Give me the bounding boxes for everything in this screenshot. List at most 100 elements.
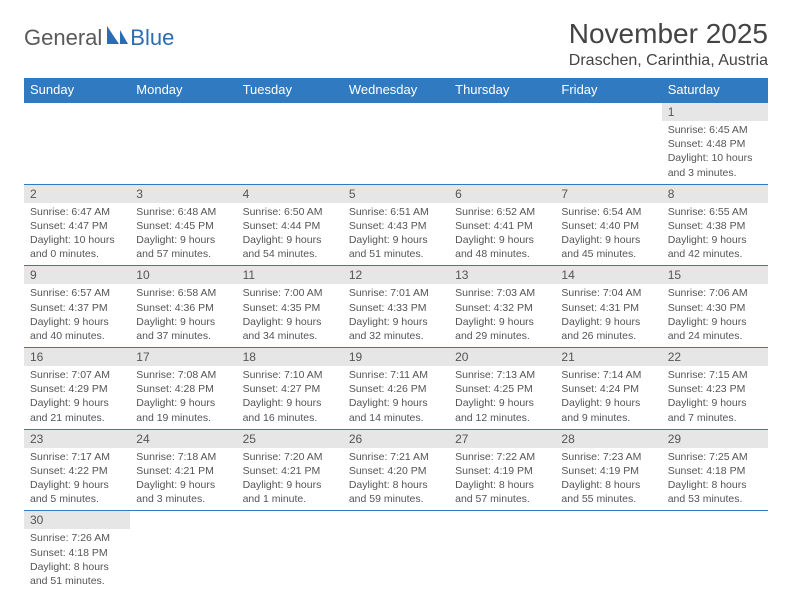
day-details: Sunrise: 7:25 AMSunset: 4:18 PMDaylight:… xyxy=(662,448,768,511)
day-details: Sunrise: 6:45 AMSunset: 4:48 PMDaylight:… xyxy=(662,121,768,184)
calendar-empty-cell xyxy=(24,102,130,184)
day-number: 13 xyxy=(449,266,555,284)
calendar-empty-cell xyxy=(237,511,343,592)
day-number: 28 xyxy=(555,430,661,448)
day-details: Sunrise: 7:08 AMSunset: 4:28 PMDaylight:… xyxy=(130,366,236,429)
calendar-day-cell: 22Sunrise: 7:15 AMSunset: 4:23 PMDayligh… xyxy=(662,348,768,430)
calendar-day-cell: 19Sunrise: 7:11 AMSunset: 4:26 PMDayligh… xyxy=(343,348,449,430)
calendar-day-cell: 29Sunrise: 7:25 AMSunset: 4:18 PMDayligh… xyxy=(662,429,768,511)
day-number: 20 xyxy=(449,348,555,366)
weekday-header-row: SundayMondayTuesdayWednesdayThursdayFrid… xyxy=(24,78,768,102)
calendar-day-cell: 12Sunrise: 7:01 AMSunset: 4:33 PMDayligh… xyxy=(343,266,449,348)
day-number: 18 xyxy=(237,348,343,366)
day-number: 29 xyxy=(662,430,768,448)
day-number: 12 xyxy=(343,266,449,284)
day-number: 27 xyxy=(449,430,555,448)
location-subtitle: Draschen, Carinthia, Austria xyxy=(569,52,768,70)
calendar-day-cell: 17Sunrise: 7:08 AMSunset: 4:28 PMDayligh… xyxy=(130,348,236,430)
day-details: Sunrise: 6:48 AMSunset: 4:45 PMDaylight:… xyxy=(130,203,236,266)
day-details: Sunrise: 7:04 AMSunset: 4:31 PMDaylight:… xyxy=(555,284,661,347)
day-details: Sunrise: 7:07 AMSunset: 4:29 PMDaylight:… xyxy=(24,366,130,429)
calendar-week-row: 2Sunrise: 6:47 AMSunset: 4:47 PMDaylight… xyxy=(24,184,768,266)
day-details: Sunrise: 7:18 AMSunset: 4:21 PMDaylight:… xyxy=(130,448,236,511)
day-details: Sunrise: 7:10 AMSunset: 4:27 PMDaylight:… xyxy=(237,366,343,429)
day-details: Sunrise: 7:11 AMSunset: 4:26 PMDaylight:… xyxy=(343,366,449,429)
weekday-header: Sunday xyxy=(24,78,130,102)
day-details: Sunrise: 7:22 AMSunset: 4:19 PMDaylight:… xyxy=(449,448,555,511)
calendar-table: SundayMondayTuesdayWednesdayThursdayFrid… xyxy=(24,78,768,592)
day-details: Sunrise: 6:58 AMSunset: 4:36 PMDaylight:… xyxy=(130,284,236,347)
calendar-day-cell: 24Sunrise: 7:18 AMSunset: 4:21 PMDayligh… xyxy=(130,429,236,511)
title-block: November 2025 Draschen, Carinthia, Austr… xyxy=(569,18,768,70)
logo-text-blue: Blue xyxy=(130,25,174,51)
calendar-day-cell: 9Sunrise: 6:57 AMSunset: 4:37 PMDaylight… xyxy=(24,266,130,348)
calendar-week-row: 1Sunrise: 6:45 AMSunset: 4:48 PMDaylight… xyxy=(24,102,768,184)
day-details: Sunrise: 6:52 AMSunset: 4:41 PMDaylight:… xyxy=(449,203,555,266)
calendar-day-cell: 6Sunrise: 6:52 AMSunset: 4:41 PMDaylight… xyxy=(449,184,555,266)
calendar-day-cell: 5Sunrise: 6:51 AMSunset: 4:43 PMDaylight… xyxy=(343,184,449,266)
calendar-day-cell: 21Sunrise: 7:14 AMSunset: 4:24 PMDayligh… xyxy=(555,348,661,430)
calendar-day-cell: 2Sunrise: 6:47 AMSunset: 4:47 PMDaylight… xyxy=(24,184,130,266)
day-number: 5 xyxy=(343,185,449,203)
day-details: Sunrise: 6:50 AMSunset: 4:44 PMDaylight:… xyxy=(237,203,343,266)
day-number: 7 xyxy=(555,185,661,203)
day-number: 6 xyxy=(449,185,555,203)
calendar-empty-cell xyxy=(343,511,449,592)
day-number: 2 xyxy=(24,185,130,203)
day-number: 21 xyxy=(555,348,661,366)
weekday-header: Tuesday xyxy=(237,78,343,102)
calendar-empty-cell xyxy=(555,102,661,184)
day-details: Sunrise: 7:06 AMSunset: 4:30 PMDaylight:… xyxy=(662,284,768,347)
calendar-day-cell: 30Sunrise: 7:26 AMSunset: 4:18 PMDayligh… xyxy=(24,511,130,592)
day-number: 14 xyxy=(555,266,661,284)
day-details: Sunrise: 6:55 AMSunset: 4:38 PMDaylight:… xyxy=(662,203,768,266)
calendar-day-cell: 27Sunrise: 7:22 AMSunset: 4:19 PMDayligh… xyxy=(449,429,555,511)
calendar-empty-cell xyxy=(343,102,449,184)
logo: General Blue xyxy=(24,24,174,51)
day-number: 4 xyxy=(237,185,343,203)
day-number: 25 xyxy=(237,430,343,448)
day-number: 3 xyxy=(130,185,236,203)
calendar-empty-cell xyxy=(130,511,236,592)
day-number: 9 xyxy=(24,266,130,284)
calendar-day-cell: 15Sunrise: 7:06 AMSunset: 4:30 PMDayligh… xyxy=(662,266,768,348)
day-details: Sunrise: 7:23 AMSunset: 4:19 PMDaylight:… xyxy=(555,448,661,511)
calendar-week-row: 9Sunrise: 6:57 AMSunset: 4:37 PMDaylight… xyxy=(24,266,768,348)
day-details: Sunrise: 7:26 AMSunset: 4:18 PMDaylight:… xyxy=(24,529,130,592)
day-details: Sunrise: 6:57 AMSunset: 4:37 PMDaylight:… xyxy=(24,284,130,347)
calendar-week-row: 30Sunrise: 7:26 AMSunset: 4:18 PMDayligh… xyxy=(24,511,768,592)
day-details: Sunrise: 7:13 AMSunset: 4:25 PMDaylight:… xyxy=(449,366,555,429)
day-number: 17 xyxy=(130,348,236,366)
weekday-header: Saturday xyxy=(662,78,768,102)
day-number: 11 xyxy=(237,266,343,284)
day-number: 23 xyxy=(24,430,130,448)
day-number: 10 xyxy=(130,266,236,284)
calendar-empty-cell xyxy=(130,102,236,184)
calendar-empty-cell xyxy=(449,511,555,592)
month-title: November 2025 xyxy=(569,18,768,50)
calendar-body: 1Sunrise: 6:45 AMSunset: 4:48 PMDaylight… xyxy=(24,102,768,592)
day-details: Sunrise: 7:14 AMSunset: 4:24 PMDaylight:… xyxy=(555,366,661,429)
day-number: 30 xyxy=(24,511,130,529)
logo-sail-icon xyxy=(104,24,130,51)
day-number: 8 xyxy=(662,185,768,203)
calendar-day-cell: 4Sunrise: 6:50 AMSunset: 4:44 PMDaylight… xyxy=(237,184,343,266)
calendar-day-cell: 28Sunrise: 7:23 AMSunset: 4:19 PMDayligh… xyxy=(555,429,661,511)
calendar-week-row: 16Sunrise: 7:07 AMSunset: 4:29 PMDayligh… xyxy=(24,348,768,430)
day-details: Sunrise: 6:51 AMSunset: 4:43 PMDaylight:… xyxy=(343,203,449,266)
calendar-day-cell: 20Sunrise: 7:13 AMSunset: 4:25 PMDayligh… xyxy=(449,348,555,430)
calendar-day-cell: 7Sunrise: 6:54 AMSunset: 4:40 PMDaylight… xyxy=(555,184,661,266)
day-details: Sunrise: 6:54 AMSunset: 4:40 PMDaylight:… xyxy=(555,203,661,266)
calendar-empty-cell xyxy=(662,511,768,592)
calendar-day-cell: 1Sunrise: 6:45 AMSunset: 4:48 PMDaylight… xyxy=(662,102,768,184)
calendar-day-cell: 11Sunrise: 7:00 AMSunset: 4:35 PMDayligh… xyxy=(237,266,343,348)
day-number: 19 xyxy=(343,348,449,366)
weekday-header: Monday xyxy=(130,78,236,102)
calendar-day-cell: 23Sunrise: 7:17 AMSunset: 4:22 PMDayligh… xyxy=(24,429,130,511)
day-details: Sunrise: 7:21 AMSunset: 4:20 PMDaylight:… xyxy=(343,448,449,511)
day-number: 22 xyxy=(662,348,768,366)
day-details: Sunrise: 7:01 AMSunset: 4:33 PMDaylight:… xyxy=(343,284,449,347)
weekday-header: Wednesday xyxy=(343,78,449,102)
logo-text-general: General xyxy=(24,25,102,51)
day-number: 16 xyxy=(24,348,130,366)
